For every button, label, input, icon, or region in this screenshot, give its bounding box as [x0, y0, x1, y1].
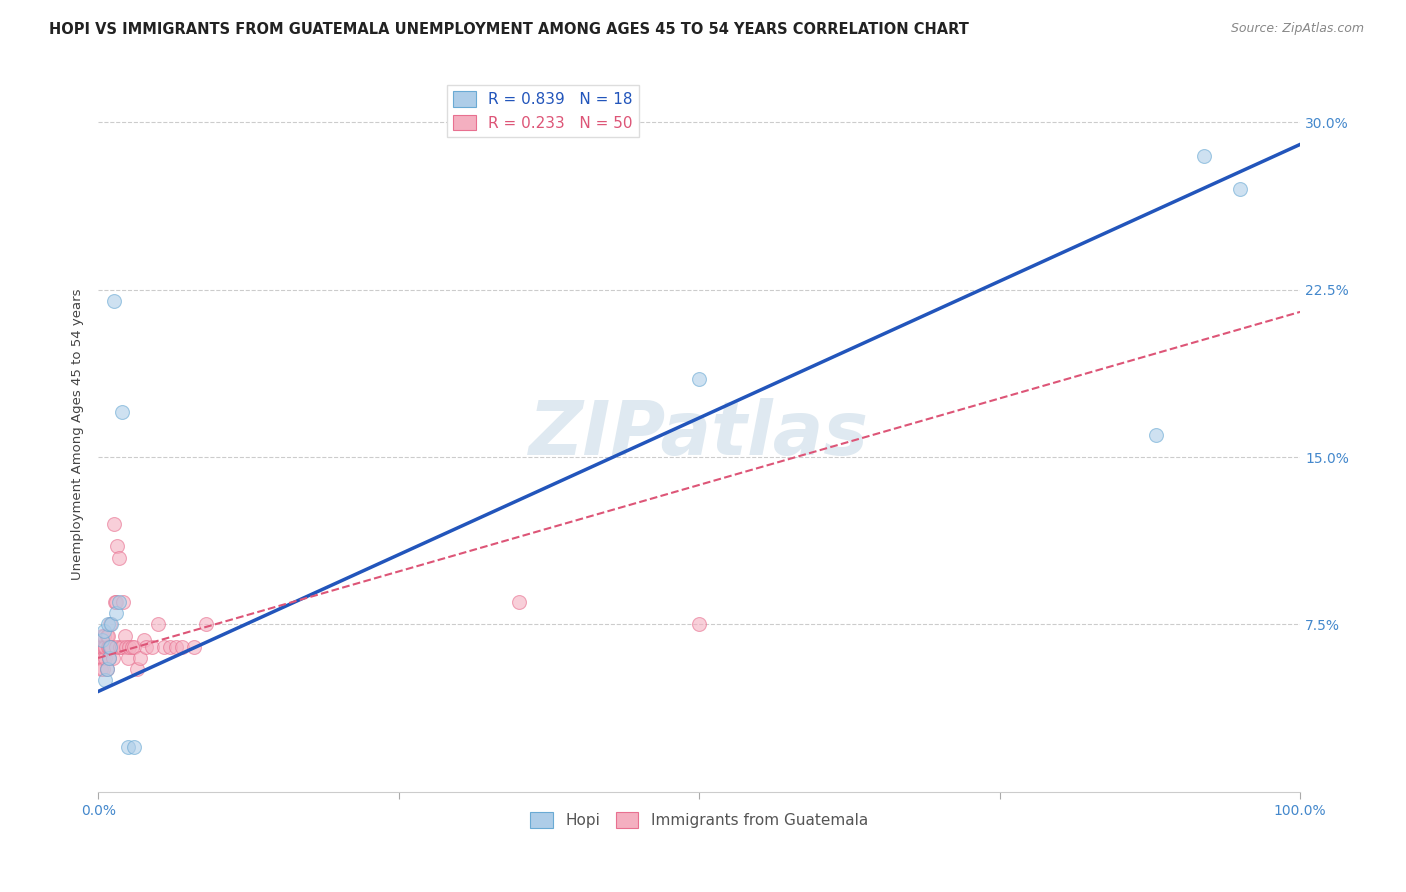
Point [122, 740, 145, 755]
Point [101, 651, 124, 665]
Point [103, 293, 125, 308]
Point [111, 640, 134, 654]
Point [122, 640, 145, 654]
Point [98, 640, 121, 654]
Point [105, 595, 128, 609]
Point [107, 550, 129, 565]
Point [94, 640, 117, 654]
Point [97, 640, 120, 654]
Point [96, 629, 118, 643]
Point [90, 640, 112, 654]
Point [103, 516, 125, 531]
Point [98, 617, 121, 632]
Point [172, 640, 194, 654]
Point [97, 617, 120, 632]
Point [97, 651, 120, 665]
Point [129, 651, 152, 665]
Point [105, 640, 128, 654]
Point [104, 595, 127, 609]
Text: Source: ZipAtlas.com: Source: ZipAtlas.com [1230, 22, 1364, 36]
Point [114, 629, 136, 643]
Point [105, 539, 128, 553]
Point [1144, 427, 1167, 442]
Point [105, 607, 128, 621]
Point [117, 740, 139, 755]
Point [93, 640, 115, 654]
Point [100, 617, 122, 632]
Point [159, 640, 181, 654]
Point [97, 640, 120, 654]
Point [89, 640, 111, 654]
Text: HOPI VS IMMIGRANTS FROM GUATEMALA UNEMPLOYMENT AMONG AGES 45 TO 54 YEARS CORRELA: HOPI VS IMMIGRANTS FROM GUATEMALA UNEMPL… [49, 22, 969, 37]
Point [195, 617, 218, 632]
Point [114, 640, 136, 654]
Point [1192, 148, 1215, 162]
Point [93, 624, 115, 639]
Point [125, 662, 148, 676]
Point [148, 617, 170, 632]
Point [117, 651, 139, 665]
Point [98, 640, 121, 654]
Point [508, 595, 530, 609]
Point [135, 640, 157, 654]
Point [94, 651, 117, 665]
Point [132, 633, 155, 648]
Point [141, 640, 163, 654]
Point [96, 662, 118, 676]
Point [94, 673, 117, 688]
Point [100, 640, 122, 654]
Legend: Hopi, Immigrants from Guatemala: Hopi, Immigrants from Guatemala [524, 806, 875, 834]
Point [112, 595, 135, 609]
Point [688, 372, 710, 386]
Point [111, 405, 134, 419]
Point [165, 640, 187, 654]
Point [183, 640, 205, 654]
Point [108, 640, 131, 654]
Point [97, 629, 120, 643]
Point [90, 633, 112, 648]
Point [107, 595, 129, 609]
Point [90, 662, 112, 676]
Point [96, 662, 118, 676]
Point [688, 617, 710, 632]
Point [93, 629, 115, 643]
Point [153, 640, 176, 654]
Point [1229, 182, 1251, 196]
Point [90, 651, 112, 665]
Point [90, 629, 112, 643]
Point [91, 662, 114, 676]
Text: ZIPatlas: ZIPatlas [529, 398, 869, 471]
Point [118, 640, 141, 654]
Y-axis label: Unemployment Among Ages 45 to 54 years: Unemployment Among Ages 45 to 54 years [72, 289, 84, 581]
Point [121, 640, 143, 654]
Point [91, 651, 114, 665]
Point [97, 651, 120, 665]
